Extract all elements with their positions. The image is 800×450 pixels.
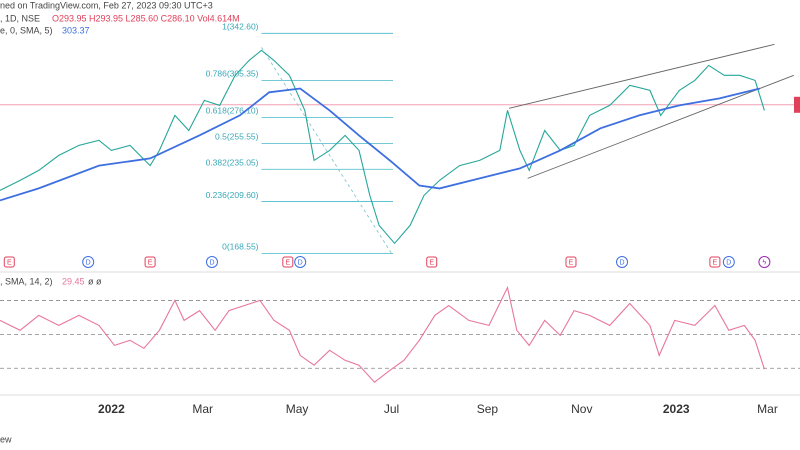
rsi-extra: ø ø (88, 276, 102, 286)
rsi-legend: , SMA, 14, 2) (0, 276, 53, 286)
event-label: D (298, 259, 303, 266)
fib-label: 0(168.55) (222, 242, 259, 252)
x-tick-label: 2022 (98, 402, 125, 416)
event-icon (758, 256, 771, 268)
event-icon (205, 256, 218, 268)
x-tick-label: Jul (384, 402, 399, 416)
event-icon (82, 256, 95, 268)
ma-value: 303.37 (62, 25, 90, 35)
event-icon (709, 256, 721, 268)
trend-line (261, 47, 392, 254)
x-tick-label: 2023 (663, 402, 690, 416)
event-icon (426, 256, 438, 268)
fib-label: 1(342.60) (222, 22, 259, 32)
series-line (0, 285, 765, 383)
fib-label: 0.786(305.35) (206, 69, 259, 79)
series-line (0, 87, 761, 202)
event-label: D (209, 259, 214, 266)
event-label: E (7, 259, 12, 266)
event-label: E (148, 259, 153, 266)
event-icon (144, 256, 156, 268)
x-tick-label: Sep (477, 402, 499, 416)
event-icon (3, 256, 15, 268)
event-label: D (620, 259, 625, 266)
fib-label: 0.382(235.05) (206, 158, 259, 168)
event-icon (722, 256, 735, 268)
trend-line (508, 43, 775, 109)
event-label: D (726, 259, 731, 266)
footer: ew (0, 434, 12, 444)
event-icon (565, 256, 577, 268)
event-label: E (429, 259, 434, 266)
event-icon (294, 256, 307, 268)
event-label: ϟ (763, 259, 767, 266)
rsi-value: 29.45 (62, 276, 85, 286)
fib-label: 0.618(276.10) (206, 106, 259, 116)
event-label: E (569, 259, 574, 266)
event-icon (282, 256, 294, 268)
trend-line (527, 74, 794, 179)
fib-label: 0.236(209.60) (206, 190, 259, 200)
event-icon (616, 256, 629, 268)
event-label: E (713, 259, 718, 266)
event-label: E (285, 259, 290, 266)
x-tick-label: Mar (757, 402, 778, 416)
price-tag (794, 96, 800, 113)
series-line (0, 49, 765, 245)
fib-label: 0.5(255.55) (215, 132, 259, 142)
symbol: , 1D, NSE (0, 13, 40, 23)
x-tick-label: May (286, 402, 309, 416)
ohlc: O293.95 H293.95 L285.60 C286.10 Vol4.614… (52, 13, 240, 23)
ma-legend: e, 0, SMA, 5) (0, 25, 53, 35)
x-tick-label: Nov (571, 402, 592, 416)
header-line: ned on TradingView.com, Feb 27, 2023 09:… (0, 0, 213, 10)
event-label: D (86, 259, 91, 266)
x-tick-label: Mar (192, 402, 213, 416)
